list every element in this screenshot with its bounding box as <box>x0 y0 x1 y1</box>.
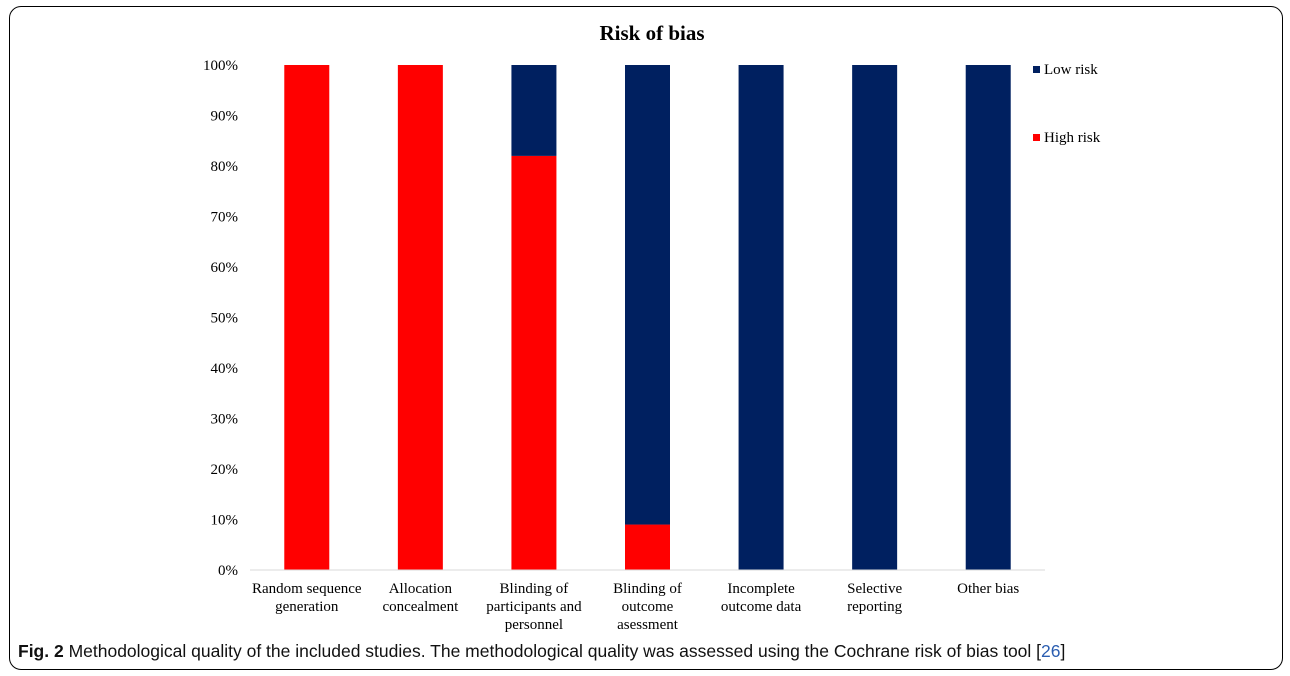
y-axis: 0% 10% 20% 30% 40% 50% 60% 70% 80% 90% 100% <box>203 58 238 579</box>
y-tick-label: 70% <box>211 210 239 226</box>
y-tick-label: 10% <box>211 513 239 529</box>
y-tick-label: 80% <box>211 159 239 175</box>
bar-high-risk <box>511 155 557 570</box>
figure-frame <box>9 6 1283 670</box>
figure-caption: Fig. 2 Methodological quality of the inc… <box>18 641 1278 662</box>
y-tick-label: 20% <box>211 462 239 478</box>
caption-label: Fig. 2 <box>18 641 64 661</box>
bar-high-risk <box>284 65 330 570</box>
bar-low-risk <box>965 65 1011 570</box>
chart-title: Risk of bias <box>599 21 704 45</box>
legend-swatch <box>1033 66 1040 73</box>
y-tick-label: 90% <box>211 109 239 125</box>
bar-low-risk <box>852 65 898 570</box>
bar-low-risk <box>625 65 670 525</box>
x-category-label: Blinding of participants and personnel <box>486 581 582 633</box>
legend: Low risk High risk <box>1033 62 1101 146</box>
bars <box>284 65 1011 570</box>
legend-label: High risk <box>1044 130 1101 146</box>
legend-label: Low risk <box>1044 62 1098 78</box>
y-tick-label: 50% <box>211 311 239 327</box>
x-category-label: Incomplete outcome data <box>721 581 802 615</box>
bar-high-risk <box>625 524 670 570</box>
risk-of-bias-chart: Risk of bias 0% 10% 20% 30% 40% 50% 60% 70% 80% 9… <box>203 21 1101 633</box>
y-tick-label: 40% <box>211 361 239 377</box>
caption-text-end: ] <box>1060 641 1066 661</box>
legend-swatch <box>1033 134 1040 141</box>
y-tick-label: 0% <box>218 563 238 579</box>
bar-high-risk <box>397 65 443 570</box>
y-tick-label: 100% <box>203 58 238 74</box>
x-axis-categories: Random sequence generation Allocation conce… <box>252 581 1019 633</box>
bar-low-risk <box>738 65 784 570</box>
x-category-label: Random sequence generation <box>252 581 362 615</box>
caption-text: Methodological quality of the included s… <box>63 641 1042 661</box>
x-category-label: Allocation concealment <box>382 581 459 615</box>
y-tick-label: 30% <box>211 412 239 428</box>
caption-reference-link[interactable]: 26 <box>1041 641 1061 661</box>
y-tick-label: 60% <box>211 260 239 276</box>
x-category-label: Blinding of outcome asessment <box>613 581 682 633</box>
x-category-label: Other bias <box>957 581 1019 597</box>
bar-low-risk <box>511 65 557 156</box>
x-category-label: Selective reporting <box>847 581 902 615</box>
